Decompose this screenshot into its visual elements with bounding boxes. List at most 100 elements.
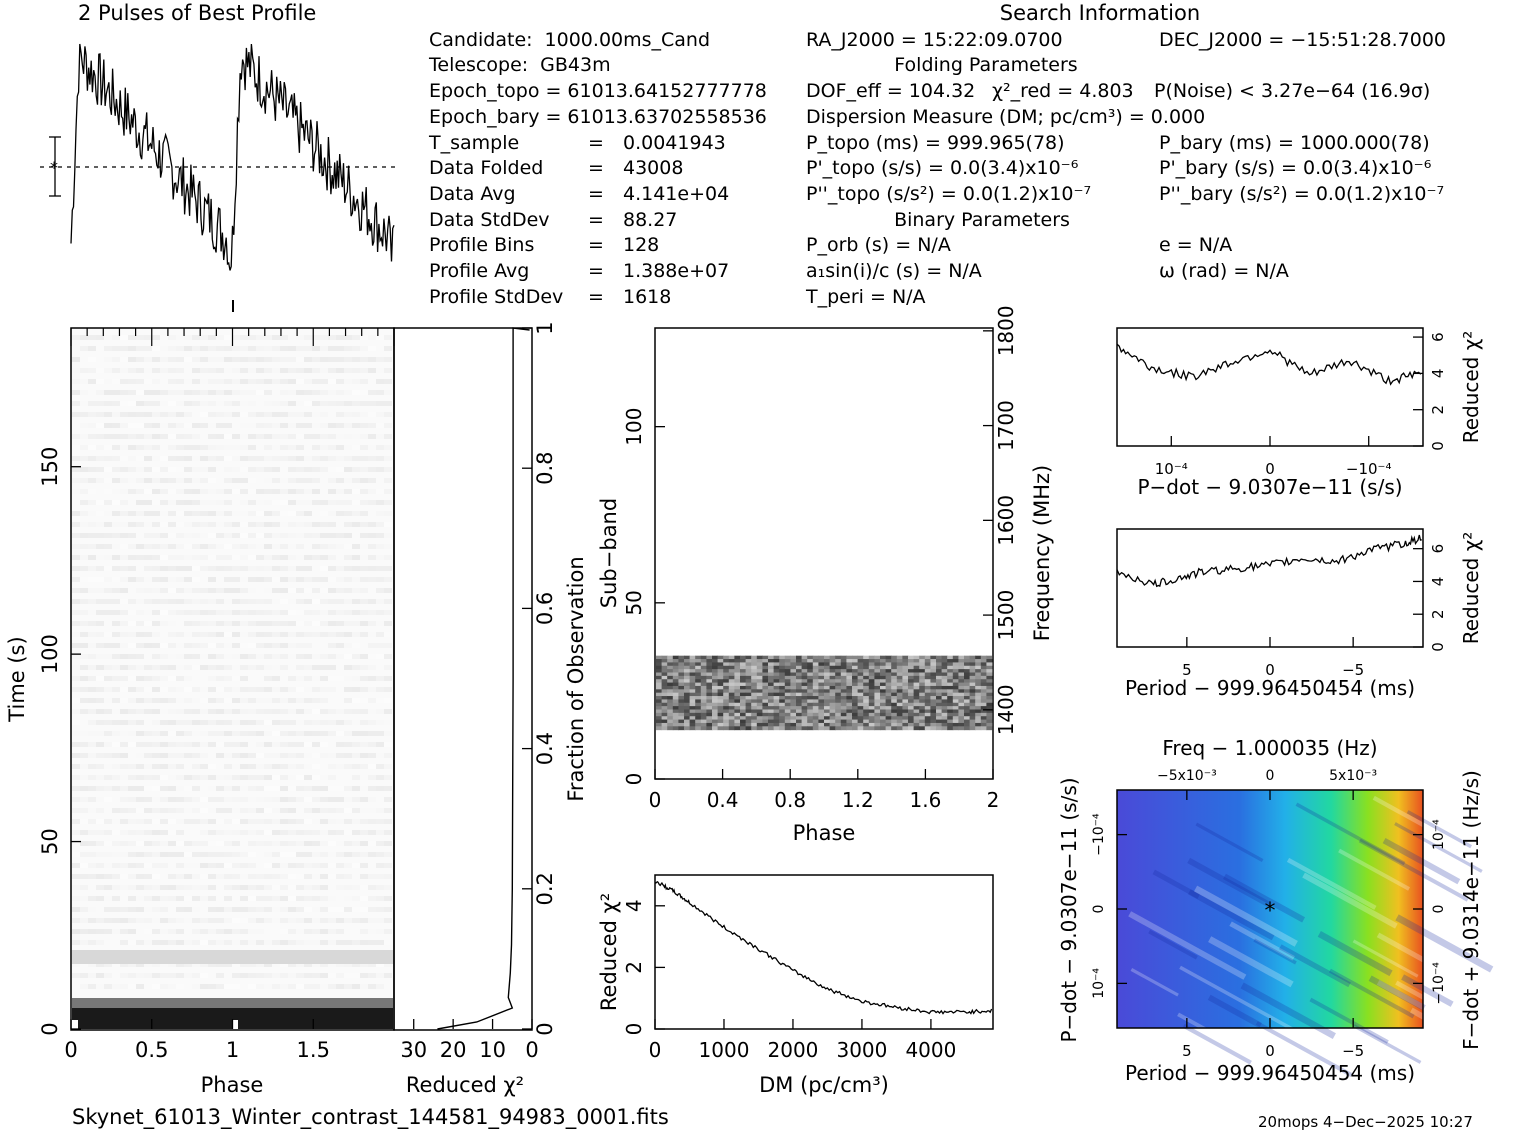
tp-cell xyxy=(368,643,376,648)
tp-cell xyxy=(128,852,136,857)
tp-cell xyxy=(256,709,264,714)
tp-cell xyxy=(192,797,200,802)
tp-cell xyxy=(304,379,312,384)
tp-cell xyxy=(336,885,344,890)
sb-cell xyxy=(824,675,831,680)
sb-cell xyxy=(734,669,741,673)
tp-cell xyxy=(272,962,280,967)
tp-cell xyxy=(296,929,304,934)
sb-cell xyxy=(846,712,853,717)
sb-cell xyxy=(980,685,987,690)
tp-cell xyxy=(80,830,88,835)
tp-cell xyxy=(160,896,168,901)
sb-cell xyxy=(796,706,803,710)
tp-cell xyxy=(192,841,200,846)
tp-cell xyxy=(240,874,248,879)
sb-cell xyxy=(728,712,735,717)
tp-cell xyxy=(344,632,352,637)
tp-cell xyxy=(104,423,112,428)
tp-cell xyxy=(248,368,256,373)
tp-cell xyxy=(192,588,200,593)
time-phase-white-gap xyxy=(72,1020,78,1029)
tp-cell xyxy=(344,500,352,505)
sb-cell xyxy=(756,709,763,714)
tp-cell xyxy=(72,478,80,483)
sb-cell xyxy=(656,672,663,677)
tp-cell xyxy=(144,522,152,527)
sb-cell xyxy=(790,712,797,717)
sb-cell xyxy=(784,669,791,673)
sb-cell xyxy=(902,679,909,684)
sb-cell xyxy=(840,659,847,663)
tp-cell xyxy=(328,412,336,417)
tp-cell xyxy=(224,643,232,648)
sb-cell xyxy=(980,655,987,660)
sb-cell xyxy=(857,662,864,667)
tp-cell xyxy=(200,489,208,494)
sb-cell xyxy=(695,669,702,673)
tp-cell xyxy=(288,962,296,967)
tp-cell xyxy=(376,555,384,560)
sb-cell xyxy=(913,699,920,704)
tp-cell xyxy=(376,940,384,945)
tp-cell xyxy=(232,863,240,868)
sb-cell xyxy=(824,682,831,687)
sb-cell xyxy=(723,712,730,717)
tp-cell xyxy=(368,500,376,505)
tp-cell xyxy=(232,841,240,846)
sb-cell xyxy=(661,722,668,727)
tp-cell xyxy=(296,940,304,945)
sb-cell xyxy=(829,662,836,667)
time-redchi-frame xyxy=(393,327,533,1031)
tp-cell xyxy=(168,456,176,461)
sb-cell xyxy=(863,702,870,707)
tp-cell xyxy=(168,390,176,395)
tp-cell xyxy=(296,621,304,626)
sb-cell xyxy=(762,659,769,663)
tp-cell xyxy=(384,775,392,780)
sb-cell xyxy=(863,675,870,680)
sb-cell xyxy=(863,689,870,694)
sb-cell xyxy=(751,682,758,687)
sb-cell xyxy=(717,672,724,677)
sb-cell xyxy=(672,689,679,694)
sb-cell xyxy=(863,685,870,690)
tp-cell xyxy=(280,665,288,670)
tp-cell xyxy=(328,764,336,769)
tp-cell xyxy=(96,764,104,769)
tp-cell xyxy=(360,929,368,934)
sb-cell xyxy=(695,699,702,704)
pd-y2-label-1: 2 xyxy=(1429,405,1447,415)
dm-ylabel: Reduced χ² xyxy=(597,893,621,1011)
tp-cell xyxy=(80,874,88,879)
tp-cell xyxy=(240,357,248,362)
tp-cell xyxy=(288,423,296,428)
tp-cell xyxy=(208,467,216,472)
sb-cell xyxy=(936,662,943,667)
tp-cell xyxy=(248,819,256,824)
tp-cell xyxy=(160,731,168,736)
sb-cell xyxy=(672,706,679,710)
eq-3: = xyxy=(588,183,604,205)
tp-cell xyxy=(72,412,80,417)
sb-cell xyxy=(678,719,685,724)
sb-cell xyxy=(700,696,707,700)
tp-cell xyxy=(200,588,208,593)
tp-cell xyxy=(328,808,336,813)
sb-cell xyxy=(790,655,797,660)
sb-cell xyxy=(812,665,819,670)
tp-cell xyxy=(160,478,168,483)
period-xlabel: Period − 999.96450454 (ms) xyxy=(1125,676,1415,700)
tp-cell xyxy=(96,368,104,373)
sb-cell xyxy=(902,672,909,677)
tp-cell xyxy=(360,643,368,648)
tp-cell xyxy=(200,423,208,428)
tp-cell xyxy=(80,676,88,681)
tp-cell xyxy=(336,357,344,362)
sb-cell xyxy=(661,665,668,670)
tp-cell xyxy=(336,489,344,494)
sb-cell xyxy=(689,682,696,687)
tp-cell xyxy=(240,401,248,406)
tp-cell xyxy=(224,357,232,362)
sb-cell xyxy=(913,689,920,694)
